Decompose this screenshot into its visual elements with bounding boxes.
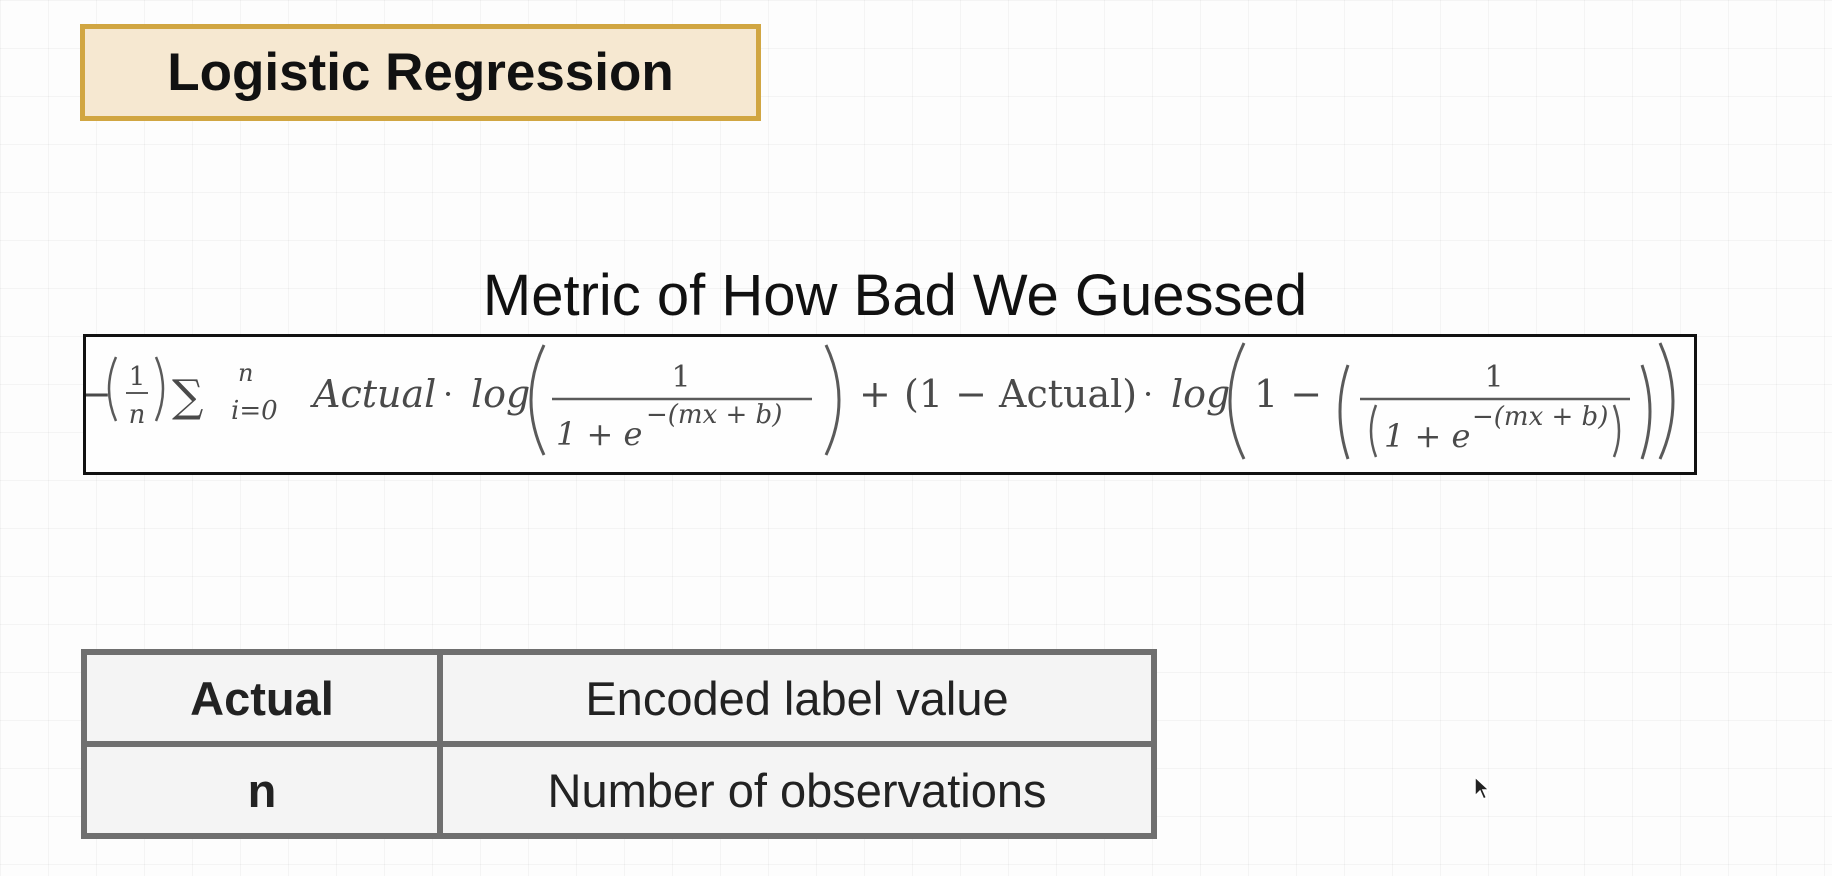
variable-definitions-table: Actual Encoded label value n Number of o… bbox=[81, 649, 1157, 839]
sum-symbol: ∑ bbox=[172, 371, 203, 422]
sigmoid-1-numerator: 1 bbox=[671, 360, 690, 395]
paren-left-1 bbox=[107, 356, 118, 422]
sigmoid-2-exponent: −(mx + b) bbox=[1472, 402, 1608, 432]
paren-left-4 bbox=[1338, 364, 1350, 460]
sigmoid-1-exponent: −(mx + b) bbox=[646, 400, 782, 430]
cost-function-formula: − 1 n ∑ n i=0 Actual · log 1 1 + e −(mx … bbox=[83, 334, 1697, 475]
sigmoid-1-denominator: 1 + e bbox=[556, 415, 642, 453]
formula-svg: − 1 n ∑ n i=0 Actual · log 1 1 + e −(mx … bbox=[86, 342, 1675, 460]
formula-heading: Metric of How Bad We Guessed bbox=[482, 263, 1308, 328]
term-cell: Actual bbox=[81, 649, 443, 747]
term-cell: n bbox=[81, 741, 443, 839]
paren-right-1 bbox=[154, 356, 165, 422]
log-1: log bbox=[471, 372, 530, 416]
paren-right-3 bbox=[1658, 342, 1675, 460]
sigmoid-2-numerator: 1 bbox=[1484, 360, 1503, 395]
dot-1: · bbox=[443, 375, 453, 413]
term-one-minus: 1 − bbox=[1254, 372, 1322, 416]
description-cell: Number of observations bbox=[437, 741, 1157, 839]
slide-title: Logistic Regression bbox=[80, 24, 761, 121]
fraction-1n-numerator: 1 bbox=[129, 362, 146, 392]
log-2: log bbox=[1171, 372, 1230, 416]
fraction-1n-denominator: n bbox=[129, 400, 146, 430]
dot-2: · bbox=[1143, 375, 1153, 413]
paren-left-2 bbox=[529, 344, 546, 456]
formula-minus: − bbox=[86, 372, 112, 416]
table-row: n Number of observations bbox=[81, 741, 1157, 839]
sigmoid-2-denominator: 1 + e bbox=[1384, 417, 1470, 455]
plus-sign: + bbox=[859, 372, 891, 416]
description-cell: Encoded label value bbox=[437, 649, 1157, 747]
paren-right-5 bbox=[1612, 404, 1621, 458]
mouse-cursor-icon bbox=[1474, 776, 1491, 801]
sum-lower-limit: i=0 bbox=[231, 396, 278, 426]
sum-upper-limit: n bbox=[238, 359, 253, 387]
paren-right-2 bbox=[824, 344, 841, 456]
paren-right-4 bbox=[1640, 364, 1652, 460]
term-actual: Actual bbox=[310, 372, 436, 416]
term-one-minus-actual: (1 − Actual) bbox=[904, 372, 1137, 416]
table-row: Actual Encoded label value bbox=[81, 649, 1157, 747]
paren-left-3 bbox=[1228, 342, 1246, 460]
paren-left-5 bbox=[1369, 404, 1378, 458]
